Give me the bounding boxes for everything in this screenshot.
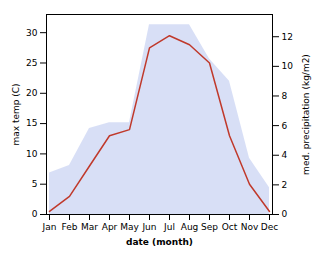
svg-text:max temp (C): max temp (C)	[11, 83, 21, 145]
svg-text:4: 4	[282, 150, 288, 160]
svg-text:5: 5	[32, 179, 38, 189]
svg-text:Oct: Oct	[222, 222, 238, 232]
svg-text:Feb: Feb	[62, 222, 78, 232]
svg-text:Mar: Mar	[81, 222, 98, 232]
svg-text:10: 10	[282, 61, 294, 71]
svg-text:Dec: Dec	[261, 222, 278, 232]
svg-text:2: 2	[282, 180, 288, 190]
svg-text:Aug: Aug	[181, 222, 199, 232]
svg-text:Apr: Apr	[102, 222, 118, 232]
svg-text:12: 12	[282, 32, 293, 42]
svg-text:Sep: Sep	[201, 222, 218, 232]
svg-text:Nov: Nov	[241, 222, 259, 232]
svg-text:date (month): date (month)	[126, 237, 193, 247]
svg-text:May: May	[120, 222, 139, 232]
svg-text:10: 10	[26, 149, 38, 159]
svg-text:20: 20	[26, 88, 38, 98]
svg-text:Jul: Jul	[163, 222, 175, 232]
svg-text:15: 15	[26, 118, 37, 128]
svg-text:6: 6	[282, 120, 288, 130]
svg-text:Jun: Jun	[141, 222, 156, 232]
svg-text:0: 0	[32, 209, 38, 219]
svg-text:25: 25	[26, 58, 37, 68]
svg-text:0: 0	[282, 209, 288, 219]
svg-text:Jan: Jan	[42, 222, 57, 232]
svg-text:8: 8	[282, 91, 288, 101]
svg-text:med. precipitation (kg/m2): med. precipitation (kg/m2)	[301, 54, 311, 175]
svg-text:30: 30	[26, 28, 38, 38]
